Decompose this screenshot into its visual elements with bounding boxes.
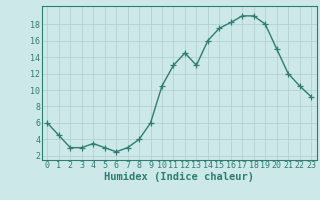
X-axis label: Humidex (Indice chaleur): Humidex (Indice chaleur) [104, 172, 254, 182]
